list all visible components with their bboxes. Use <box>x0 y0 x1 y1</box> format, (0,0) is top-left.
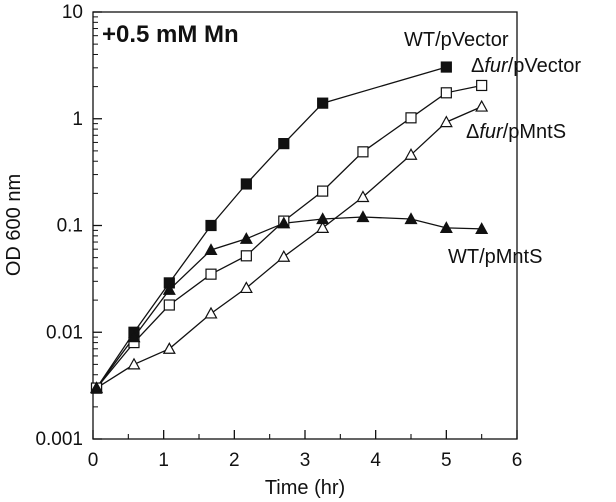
series-3-point <box>356 210 370 223</box>
label-part: /pMntS <box>503 121 566 143</box>
series-3-point <box>404 212 418 225</box>
series-label-wt-pvector: WT/pVector <box>404 29 509 51</box>
x-tick-label: 6 <box>512 450 523 471</box>
series-2-point <box>475 99 489 112</box>
series-3-point <box>90 381 104 394</box>
series-0-point <box>317 97 329 109</box>
y-axis-ticks: 0.001 0.01 0.1 1 10 <box>35 2 102 450</box>
condition-label: +0.5 mM Mn <box>102 21 239 48</box>
series-1-point <box>240 250 252 262</box>
series-label-wt-pmnts: WT/pMntS <box>448 246 542 268</box>
series-label-dfur-pmnts: Δfur/pMntS <box>466 121 566 143</box>
label-part: fur <box>484 55 509 77</box>
x-tick-label: 3 <box>300 450 311 471</box>
series-2-point <box>356 190 370 203</box>
series-1-point <box>163 299 175 311</box>
series-3-point <box>204 243 218 256</box>
series-3-point <box>277 216 291 229</box>
label-part: Δ <box>466 121 479 143</box>
series-line-0 <box>95 66 447 389</box>
series-2-point <box>316 221 330 233</box>
series-3-point <box>439 221 453 233</box>
series-3-point <box>127 330 141 343</box>
y-tick-label: 0.01 <box>46 322 83 343</box>
series-1-point <box>317 185 329 197</box>
x-tick-label: 5 <box>441 450 452 471</box>
plot-frame <box>92 11 518 440</box>
series-1-point <box>357 146 369 158</box>
label-part: WT/pVector <box>404 29 509 51</box>
series-0-point <box>240 178 252 190</box>
series-2-point <box>162 342 176 354</box>
y-tick-label: 0.1 <box>57 216 83 237</box>
series-line-3 <box>95 216 482 389</box>
series-1-point <box>205 268 217 280</box>
series-1-point <box>476 79 488 92</box>
series-0-point <box>440 61 452 73</box>
series-1-point <box>405 112 417 124</box>
label-part: Δ <box>471 55 484 77</box>
y-axis-label: OD 600 nm <box>3 174 25 276</box>
series-2-point <box>239 281 253 294</box>
series-3-point <box>162 283 176 295</box>
series-2-point <box>404 148 418 160</box>
series-layer <box>90 61 489 394</box>
x-tick-label: 0 <box>88 450 99 471</box>
x-axis-ticks: 0 1 2 3 4 5 6 <box>88 430 523 471</box>
y-tick-label: 0.001 <box>35 429 83 450</box>
series-label-dfur-pvector: Δfur/pVector <box>471 55 581 77</box>
y-tick-label: 1 <box>72 109 83 130</box>
series-2-point <box>127 357 141 370</box>
x-tick-label: 2 <box>229 450 240 471</box>
series-1-point <box>440 87 452 99</box>
x-axis-label: Time (hr) <box>265 477 345 499</box>
label-part: fur <box>479 121 504 143</box>
label-part: WT/pMntS <box>448 246 542 268</box>
series-line-1 <box>95 84 482 389</box>
series-2-point <box>204 306 218 319</box>
series-3-point <box>316 212 330 225</box>
series-2-point <box>439 115 453 128</box>
label-part: /pVector <box>508 55 582 77</box>
series-0-point <box>205 219 217 232</box>
y-tick-label: 10 <box>62 2 83 23</box>
series-0-point <box>278 138 290 150</box>
series-3-point <box>475 222 489 234</box>
series-2-point <box>277 249 291 262</box>
x-tick-label: 1 <box>158 450 169 471</box>
series-3-point <box>239 232 253 244</box>
x-tick-label: 4 <box>370 450 381 471</box>
